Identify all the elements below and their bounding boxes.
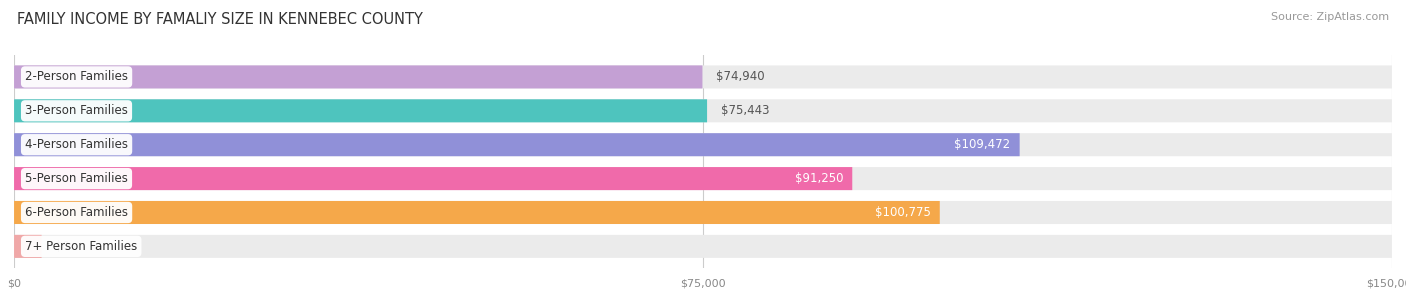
Text: $91,250: $91,250 xyxy=(794,172,844,185)
FancyBboxPatch shape xyxy=(14,133,1392,156)
FancyBboxPatch shape xyxy=(14,65,1392,88)
Text: 7+ Person Families: 7+ Person Families xyxy=(25,240,138,253)
FancyBboxPatch shape xyxy=(14,65,703,88)
FancyBboxPatch shape xyxy=(14,167,852,190)
Text: $100,775: $100,775 xyxy=(875,206,931,219)
FancyBboxPatch shape xyxy=(14,99,707,122)
Text: Source: ZipAtlas.com: Source: ZipAtlas.com xyxy=(1271,12,1389,22)
Text: $0: $0 xyxy=(55,240,70,253)
Text: $109,472: $109,472 xyxy=(955,138,1011,151)
FancyBboxPatch shape xyxy=(14,201,939,224)
FancyBboxPatch shape xyxy=(14,99,1392,122)
Text: 3-Person Families: 3-Person Families xyxy=(25,104,128,117)
Text: 5-Person Families: 5-Person Families xyxy=(25,172,128,185)
Text: $75,443: $75,443 xyxy=(721,104,769,117)
FancyBboxPatch shape xyxy=(14,133,1019,156)
FancyBboxPatch shape xyxy=(14,235,1392,258)
Text: $74,940: $74,940 xyxy=(716,70,765,84)
Text: 6-Person Families: 6-Person Families xyxy=(25,206,128,219)
FancyBboxPatch shape xyxy=(14,201,1392,224)
Text: 4-Person Families: 4-Person Families xyxy=(25,138,128,151)
Text: 2-Person Families: 2-Person Families xyxy=(25,70,128,84)
FancyBboxPatch shape xyxy=(14,235,42,258)
Text: FAMILY INCOME BY FAMALIY SIZE IN KENNEBEC COUNTY: FAMILY INCOME BY FAMALIY SIZE IN KENNEBE… xyxy=(17,12,423,27)
FancyBboxPatch shape xyxy=(14,167,1392,190)
